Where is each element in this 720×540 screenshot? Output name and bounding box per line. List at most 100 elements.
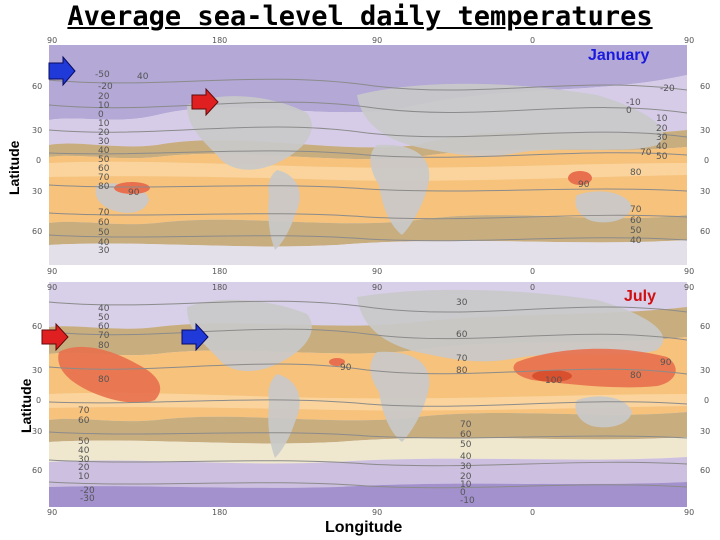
longitude-tick: 180 bbox=[212, 283, 228, 292]
longitude-tick: 180 bbox=[212, 267, 228, 276]
latitude-tick: 30 bbox=[700, 187, 711, 196]
isotherm-line bbox=[48, 78, 688, 91]
isotherm-value-label: 70 bbox=[98, 173, 110, 183]
south-america-land bbox=[268, 170, 300, 250]
january-map-graphic bbox=[48, 45, 688, 265]
isotherm-line bbox=[48, 459, 688, 467]
isotherm-line bbox=[48, 399, 688, 407]
y-axis-label-january: Latitude bbox=[6, 140, 22, 195]
longitude-tick: 0 bbox=[530, 267, 536, 276]
eurasia-land bbox=[357, 83, 664, 156]
longitude-tick: 180 bbox=[212, 36, 228, 45]
latitude-tick: 30 bbox=[700, 126, 711, 135]
isotherm-value-label: 70 bbox=[98, 331, 110, 341]
isotherm-value-label: 50 bbox=[78, 437, 90, 447]
isotherm-value-label: 70 bbox=[640, 148, 652, 158]
latitude-tick: 60 bbox=[700, 466, 711, 475]
isotherm-value-label: 80 bbox=[98, 341, 110, 351]
isotherm-value-label: 70 bbox=[460, 420, 472, 430]
isotherm-value-label: 0 bbox=[98, 110, 104, 120]
isotherm-line bbox=[48, 184, 688, 192]
right-arrow-icon bbox=[48, 55, 76, 87]
isotherm-line bbox=[48, 328, 688, 341]
longitude-tick: 90 bbox=[372, 267, 383, 276]
australia-land bbox=[575, 396, 632, 428]
january-temperature-map bbox=[37, 35, 698, 275]
right-arrow-icon bbox=[41, 322, 69, 352]
isotherm-value-label: 60 bbox=[630, 216, 642, 226]
latitude-tick: 60 bbox=[700, 82, 711, 91]
isotherm-value-label: 0 bbox=[626, 106, 632, 116]
isotherm-value-label: 20 bbox=[98, 92, 110, 102]
isotherm-value-label: 30 bbox=[98, 246, 110, 256]
page-title: Average sea-level daily temperatures bbox=[67, 1, 653, 32]
isotherm-value-label: 60 bbox=[78, 416, 90, 426]
longitude-tick: 90 bbox=[684, 267, 695, 276]
isotherm-value-label: 20 bbox=[98, 128, 110, 138]
latitude-tick: 0 bbox=[36, 396, 42, 405]
isotherm-value-label: -20 bbox=[80, 486, 95, 496]
longitude-tick: 90 bbox=[684, 36, 695, 45]
isotherm-value-label: 80 bbox=[630, 371, 642, 381]
isotherm-value-label: 10 bbox=[460, 480, 472, 490]
july-temperature-map bbox=[37, 282, 698, 520]
isotherm-value-label: -30 bbox=[80, 494, 95, 504]
isotherm-value-label: -50 bbox=[95, 70, 110, 80]
latitude-tick: 60 bbox=[32, 82, 43, 91]
hot-spot-center bbox=[329, 358, 345, 366]
isotherm-value-label: 50 bbox=[656, 152, 668, 162]
hot-spot-east bbox=[532, 370, 572, 382]
isotherm-value-label: 60 bbox=[98, 322, 110, 332]
january-label: January bbox=[588, 47, 650, 64]
hot-spot-west bbox=[114, 182, 150, 194]
isotherm-value-label: -10 bbox=[460, 496, 475, 506]
longitude-tick: 90 bbox=[47, 283, 58, 292]
cool-band-south bbox=[49, 240, 687, 265]
mid-band-south bbox=[49, 412, 687, 444]
isotherm-value-label: 70 bbox=[78, 406, 90, 416]
isotherm-value-label: -20 bbox=[98, 82, 113, 92]
right-arrow-icon bbox=[191, 87, 219, 117]
isotherm-value-label: 70 bbox=[630, 205, 642, 215]
isotherm-line bbox=[48, 150, 688, 158]
isotherm-value-label: -20 bbox=[660, 84, 675, 94]
cool-band-south bbox=[49, 457, 687, 488]
july-label: July bbox=[624, 288, 657, 305]
latitude-tick: 30 bbox=[32, 427, 43, 436]
latitude-tick: 60 bbox=[700, 227, 711, 236]
right-arrow-icon bbox=[181, 322, 209, 352]
isotherm-value-label: 60 bbox=[456, 330, 468, 340]
isotherm-value-label: 0 bbox=[460, 488, 466, 498]
longitude-tick: 0 bbox=[530, 36, 536, 45]
latitude-tick: 30 bbox=[32, 187, 43, 196]
light-band-equator bbox=[49, 392, 687, 411]
longitude-tick: 90 bbox=[372, 283, 383, 292]
isotherm-line bbox=[48, 126, 688, 138]
pale-band-south bbox=[49, 437, 687, 464]
isotherm-value-label: 80 bbox=[98, 375, 110, 385]
x-axis-label: Longitude bbox=[325, 519, 403, 536]
isotherm-value-label: 60 bbox=[98, 164, 110, 174]
isotherm-value-label: 50 bbox=[460, 440, 472, 450]
isotherm-value-label: 40 bbox=[98, 304, 110, 314]
isotherm-value-label: 50 bbox=[98, 313, 110, 323]
isotherm-value-label: 30 bbox=[656, 133, 668, 143]
longitude-tick: 90 bbox=[372, 508, 383, 517]
isotherm-value-label: 10 bbox=[78, 472, 90, 482]
isotherm-value-label: 10 bbox=[98, 119, 110, 129]
latitude-tick: 60 bbox=[32, 227, 43, 236]
isotherm-value-label: 70 bbox=[98, 208, 110, 218]
latitude-tick: 60 bbox=[32, 322, 43, 331]
isotherm-value-label: 20 bbox=[460, 472, 472, 482]
isotherm-value-label: 50 bbox=[98, 228, 110, 238]
longitude-tick: 90 bbox=[47, 267, 58, 276]
isotherm-value-label: 10 bbox=[98, 101, 110, 111]
isotherm-line bbox=[48, 300, 688, 313]
isotherm-line bbox=[48, 363, 688, 375]
latitude-tick: 0 bbox=[704, 396, 710, 405]
latitude-tick: 30 bbox=[700, 366, 711, 375]
hot-area-west bbox=[58, 346, 161, 403]
isotherm-value-label: 20 bbox=[656, 124, 668, 134]
isotherm-value-label: 40 bbox=[656, 142, 668, 152]
isotherm-value-label: 40 bbox=[78, 446, 90, 456]
